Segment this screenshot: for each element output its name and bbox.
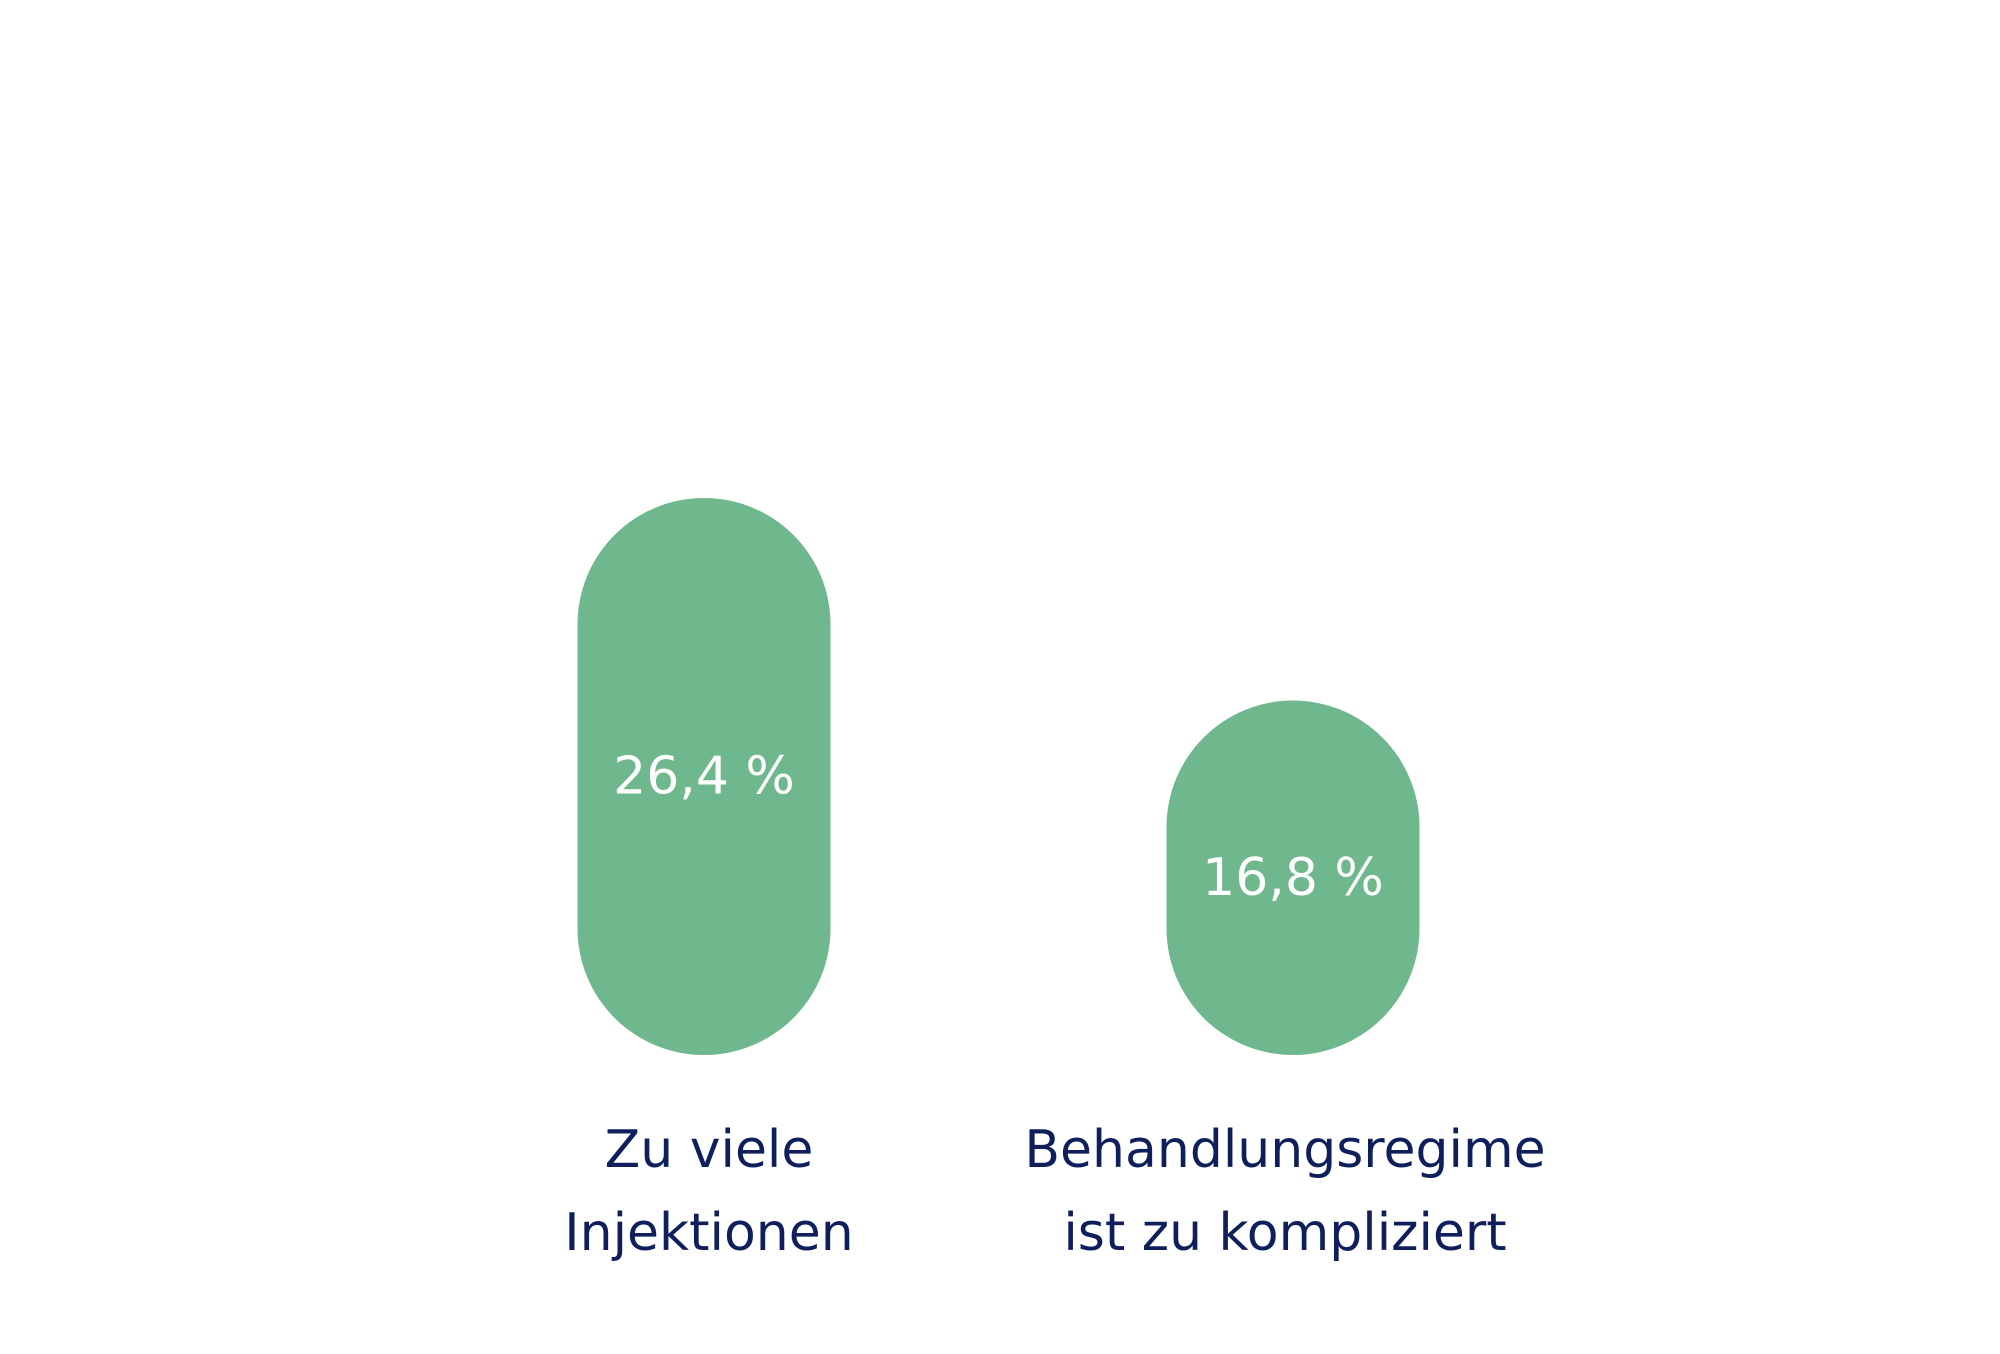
value-labels-layer: 26,4 % 16,8 %: [613, 746, 1384, 907]
category-label-2-line-2: ist zu kompliziert: [1063, 1203, 1506, 1263]
bar-2: [1166, 700, 1420, 1055]
category-label-1-line-1: Zu viele: [605, 1120, 814, 1180]
bars-layer: [577, 497, 1420, 1056]
category-label-1-line-2: Injektionen: [564, 1203, 853, 1263]
bar-value-label-1: 26,4 %: [613, 746, 795, 806]
category-label-2-line-1: Behandlungsregime: [1024, 1120, 1545, 1180]
bar-value-label-2: 16,8 %: [1202, 848, 1384, 908]
category-labels-layer: Zu viele Injektionen Behandlungsregime ist …: [564, 1120, 1545, 1263]
bar-1: [577, 497, 831, 1056]
